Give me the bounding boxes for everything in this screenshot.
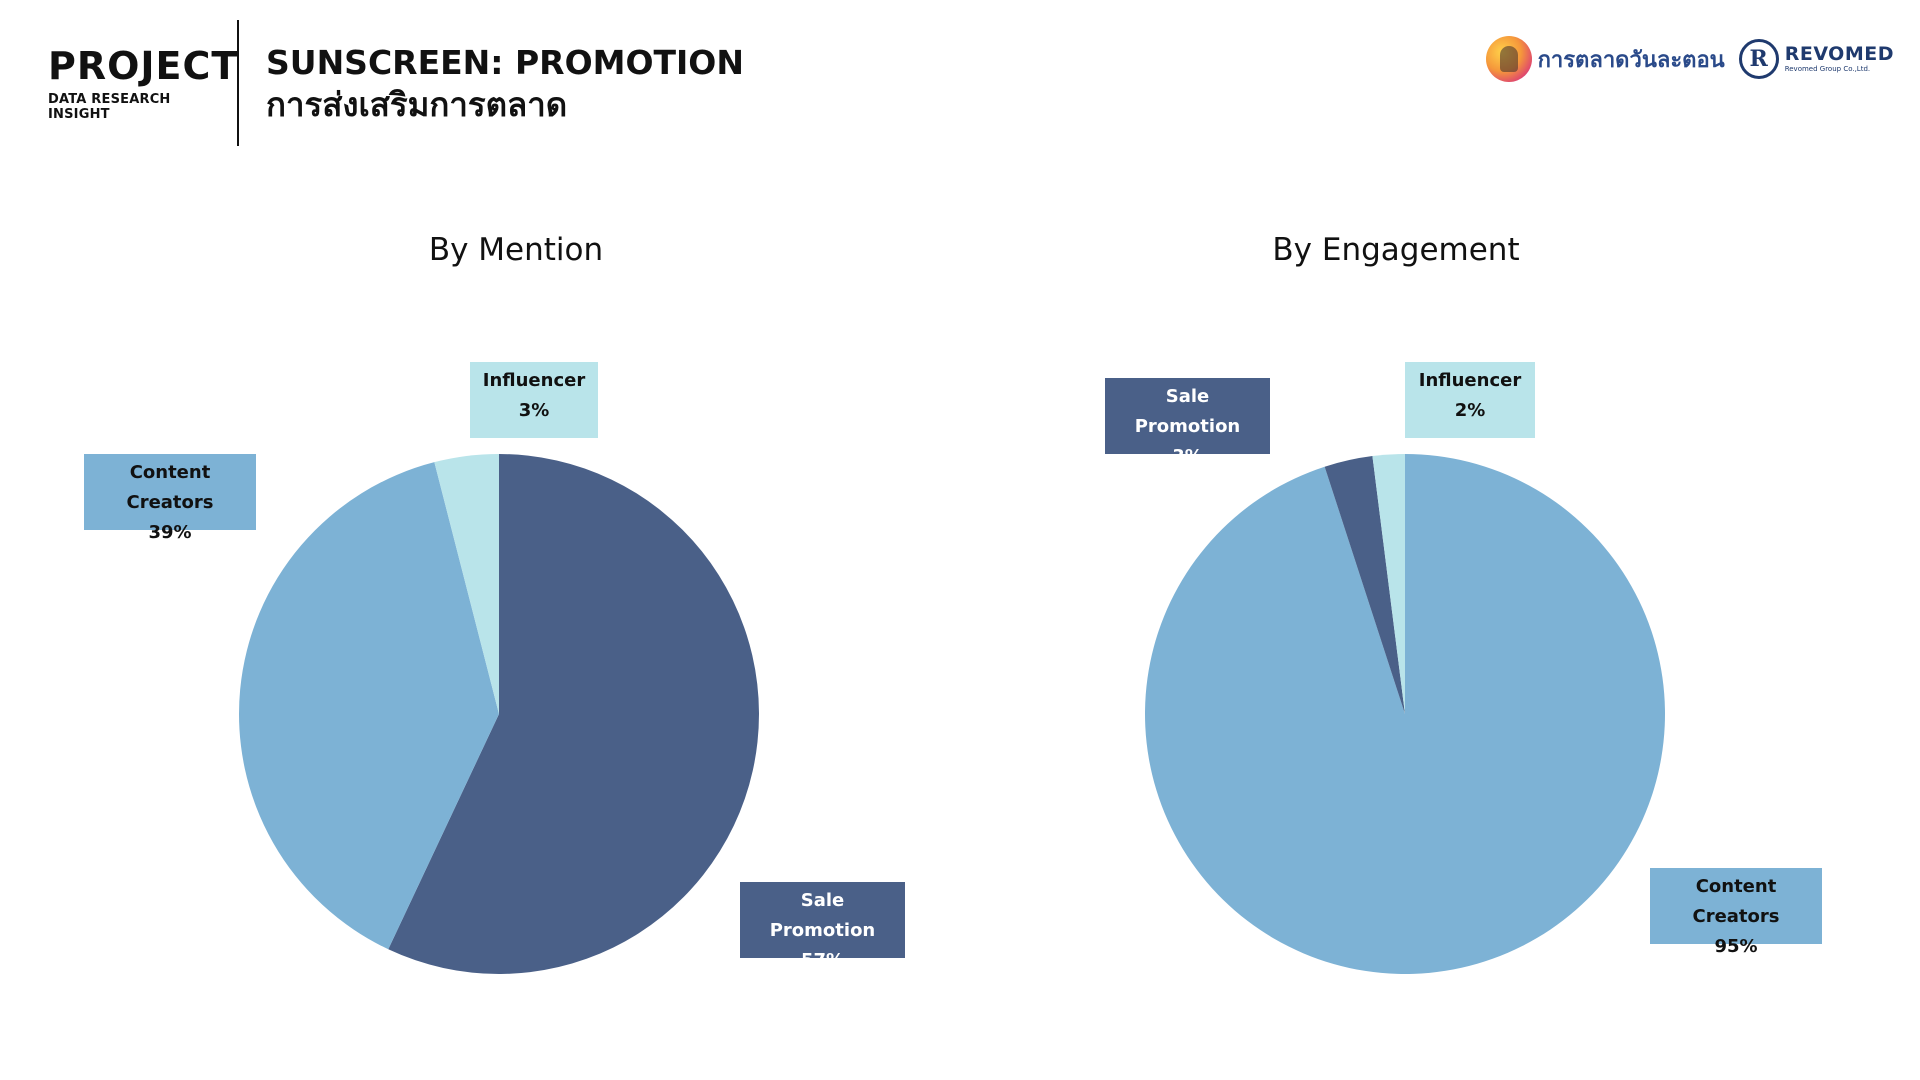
header-divider (237, 20, 239, 146)
callout-value: 3% (518, 400, 550, 421)
callout-value: 3% (1172, 446, 1203, 467)
pie-slice-sale-promotion (388, 454, 760, 974)
pie-slice-sale-promotion (1324, 456, 1405, 714)
callout-label: Content Creators (126, 462, 214, 513)
callout-content-creators-mention: Content Creators 39% (84, 454, 256, 543)
callout-sale-promotion-mention: Sale Promotion 57% (740, 882, 905, 971)
pie-slice-influencer (1372, 454, 1405, 714)
callout-value: 2% (1454, 400, 1486, 421)
callout-label: Content Creators (1692, 876, 1780, 927)
page-title-thai: การส่งเสริมการตลาด (266, 85, 568, 124)
callout-value: 39% (148, 522, 192, 543)
callout-influencer-mention: Influencer 3% (470, 362, 598, 438)
chart-title-engagement: By Engagement (1272, 232, 1520, 268)
revomed-name: REVOMED (1784, 43, 1894, 65)
brand-logo-text: การตลาดวันละตอน (1537, 47, 1725, 73)
pie-slice-influencer (434, 454, 499, 714)
pie-slice-content-creators (239, 462, 499, 950)
revomed-mark-icon: R (1738, 39, 1779, 79)
brand-mascot-icon (1485, 36, 1532, 82)
project-subtitle: DATA RESEARCH INSIGHT (48, 92, 171, 122)
revomed-subtitle: Revomed Group Co.,Ltd. (1784, 65, 1871, 73)
callout-label: Sale Promotion (769, 890, 876, 941)
logo-area: การตลาดวันละตอน R REVOMED Revomed Group … (1485, 36, 1894, 82)
brand-logo-marketing: การตลาดวันละตอน (1485, 36, 1725, 82)
callout-label: Influencer (482, 370, 586, 391)
project-title: PROJECT (48, 44, 239, 88)
project-block: PROJECT DATA RESEARCH INSIGHT (48, 44, 239, 122)
callout-sale-promotion-engagement: Sale Promotion 3% (1105, 378, 1270, 467)
title-block: SUNSCREEN: PROMOTION การส่งเสริมการตลาด (266, 42, 744, 126)
callout-influencer-engagement: Influencer 2% (1405, 362, 1535, 438)
callout-value: 95% (1714, 936, 1758, 957)
callout-label: Influencer (1418, 370, 1522, 391)
brand-logo-revomed: R REVOMED Revomed Group Co.,Ltd. (1738, 39, 1894, 79)
chart-title-mention: By Mention (428, 232, 604, 268)
page-title: SUNSCREEN: PROMOTION (266, 43, 744, 82)
callout-content-creators-engagement: Content Creators 95% (1650, 868, 1822, 957)
callout-value: 57% (800, 950, 845, 971)
callout-label: Sale Promotion (1134, 386, 1241, 437)
